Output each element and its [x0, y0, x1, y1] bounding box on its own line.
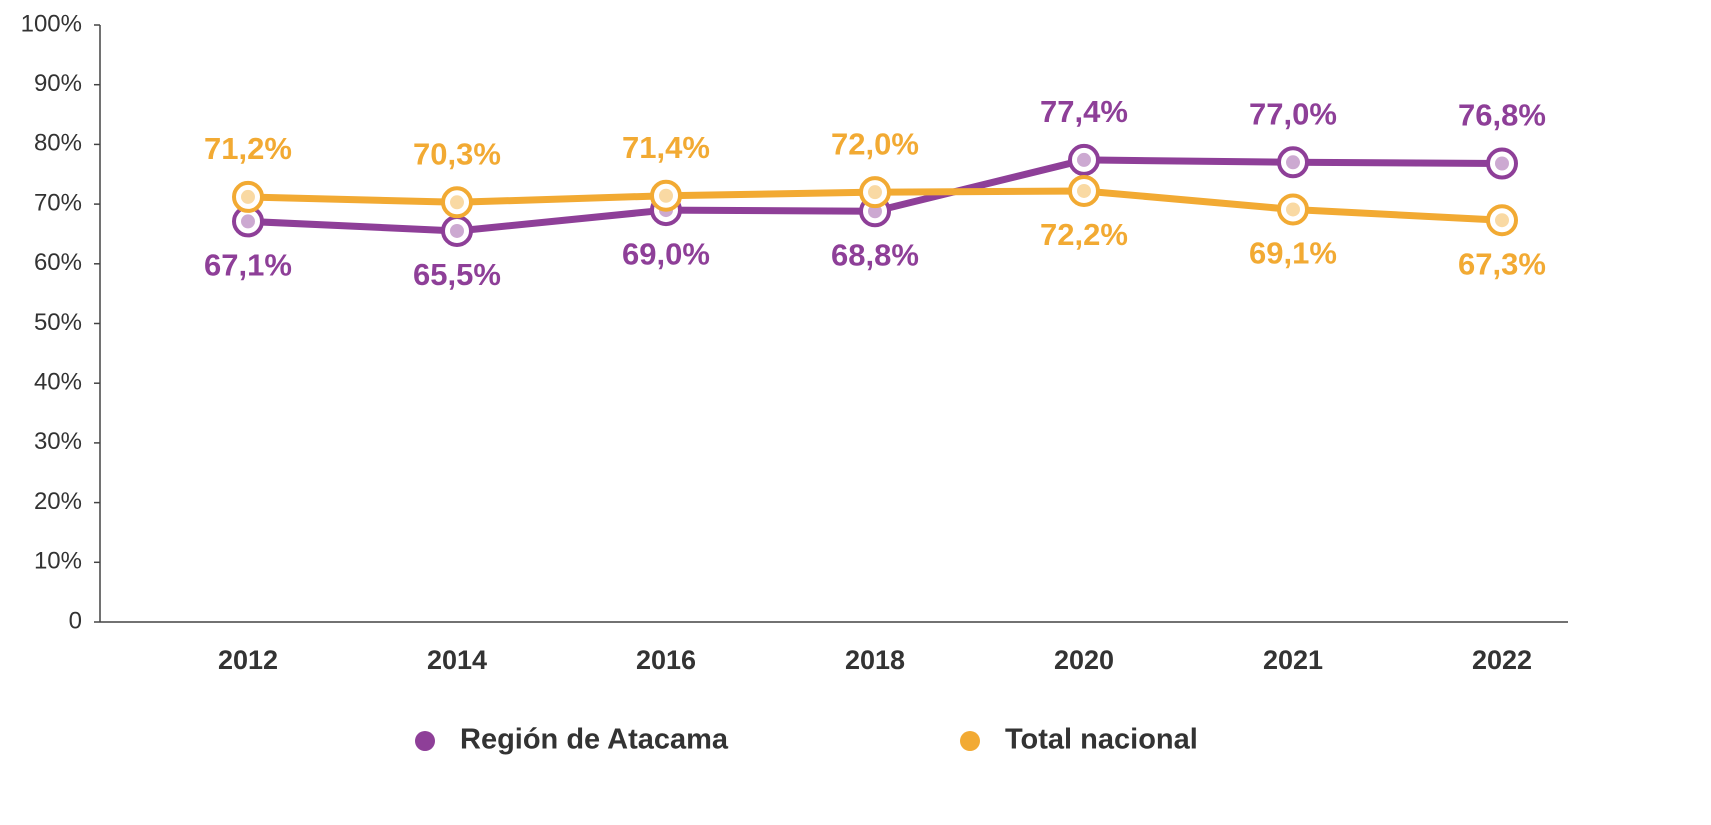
marker-dot	[241, 189, 255, 204]
value-label: 68,8%	[831, 237, 919, 272]
legend-label: Región de Atacama	[460, 724, 729, 756]
x-tick-label: 2022	[1472, 645, 1532, 675]
marker-dot	[1286, 202, 1300, 217]
marker-dot	[450, 195, 464, 210]
marker-dot	[1077, 152, 1091, 167]
marker-dot	[1495, 156, 1509, 171]
legend-swatch	[415, 731, 435, 751]
x-tick-label: 2018	[845, 645, 905, 675]
x-tick-label: 2014	[427, 645, 487, 675]
marker-dot	[1077, 183, 1091, 198]
value-label: 72,0%	[831, 126, 919, 161]
y-tick-label: 90%	[34, 70, 82, 97]
x-tick-label: 2020	[1054, 645, 1114, 675]
y-tick-label: 30%	[34, 428, 82, 455]
y-tick-label: 10%	[34, 548, 82, 575]
marker-dot	[868, 185, 882, 200]
legend-swatch	[960, 731, 980, 751]
marker-dot	[1495, 213, 1509, 228]
y-tick-label: 40%	[34, 369, 82, 396]
marker-dot	[659, 188, 673, 203]
value-label: 65,5%	[413, 257, 501, 292]
y-tick-label: 20%	[34, 488, 82, 515]
value-label: 77,0%	[1249, 96, 1337, 131]
value-label: 69,0%	[622, 236, 710, 271]
x-tick-label: 2016	[636, 645, 696, 675]
marker-dot	[241, 214, 255, 229]
legend-label: Total nacional	[1005, 724, 1198, 756]
y-tick-label: 50%	[34, 309, 82, 336]
x-tick-label: 2012	[218, 645, 278, 675]
marker-dot	[450, 223, 464, 238]
y-tick-label: 100%	[21, 10, 82, 37]
value-label: 72,2%	[1040, 217, 1128, 252]
value-label: 76,8%	[1458, 98, 1546, 133]
value-label: 71,2%	[204, 131, 292, 166]
x-tick-label: 2021	[1263, 645, 1323, 675]
y-tick-label: 70%	[34, 189, 82, 216]
y-tick-label: 60%	[34, 249, 82, 276]
value-label: 69,1%	[1249, 236, 1337, 271]
y-tick-label: 0	[69, 607, 82, 634]
value-label: 77,4%	[1040, 94, 1128, 129]
value-label: 67,3%	[1458, 246, 1546, 281]
value-label: 71,4%	[622, 130, 710, 165]
value-label: 67,1%	[204, 248, 292, 283]
value-label: 70,3%	[413, 136, 501, 171]
marker-dot	[1286, 155, 1300, 170]
y-tick-label: 80%	[34, 130, 82, 157]
